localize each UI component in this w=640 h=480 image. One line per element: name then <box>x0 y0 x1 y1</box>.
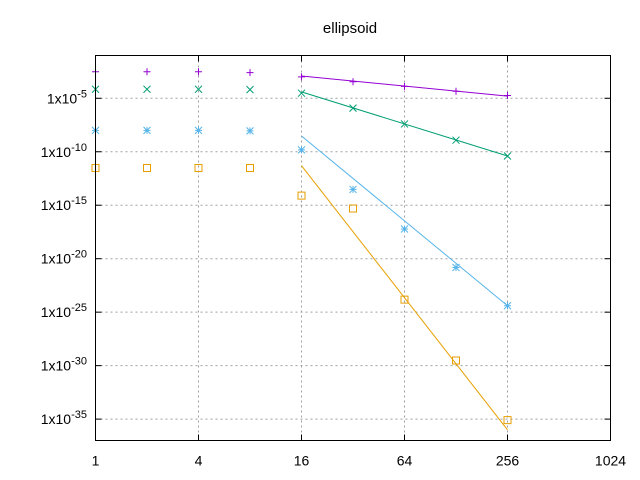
data-point-series-2 <box>143 85 151 94</box>
data-point-series-2 <box>503 152 512 160</box>
data-point-series-4 <box>503 416 512 425</box>
data-point-series-1 <box>298 73 305 81</box>
x-tick-label: 4 <box>195 453 203 469</box>
tick-labels: 1 4 16 64 256 1024 1x10-5 1x10-10 1x10-15 1x10-20… <box>41 88 627 468</box>
data-point-series-2 <box>194 85 203 94</box>
x-tick-label: 64 <box>397 453 413 469</box>
data-point-series-4 <box>143 164 151 173</box>
data-point-series-4 <box>246 164 254 173</box>
data-point-series-2 <box>349 104 357 112</box>
y-tick-label: 1x10-30 <box>41 356 87 374</box>
fit-line-series-4 <box>301 165 508 431</box>
x-tick-label: 256 <box>496 453 520 469</box>
data-point-series-2 <box>400 120 409 128</box>
x-tick-label: 1 <box>92 453 100 469</box>
data-point-series-3 <box>246 126 254 135</box>
y-tick-label: 1x10-20 <box>41 249 87 267</box>
data-point-series-4 <box>91 164 100 173</box>
data-point-series-1 <box>246 69 254 77</box>
data-point-series-1 <box>504 92 511 100</box>
y-tick-label: 1x10-5 <box>47 88 87 106</box>
data-point-series-2 <box>297 89 306 98</box>
plot-frame <box>95 55 611 441</box>
data-point-series-3 <box>400 225 409 233</box>
y-tick-label: 1x10-10 <box>41 142 87 160</box>
data-point-series-4 <box>452 356 460 365</box>
data-point-series-3 <box>349 185 357 194</box>
axis-ticks <box>95 55 611 441</box>
data-point-series-4 <box>349 204 357 213</box>
data-point-series-1 <box>195 68 202 76</box>
data-point-series-1 <box>349 78 357 86</box>
chart-title: ellipsoid <box>323 20 377 37</box>
fit-line-series-3 <box>301 135 508 307</box>
grid-lines <box>95 55 611 441</box>
data-point-series-3 <box>452 263 460 272</box>
data-point-series-1 <box>143 68 151 76</box>
data-point-series-3 <box>194 126 203 135</box>
y-tick-label: 1x10-15 <box>41 195 87 213</box>
data-point-series-1 <box>452 87 460 95</box>
data-point-series-3 <box>503 301 512 310</box>
y-tick-label: 1x10-35 <box>41 409 87 427</box>
data-points <box>91 68 512 425</box>
data-point-series-3 <box>143 126 151 135</box>
data-point-series-4 <box>297 191 306 200</box>
data-point-series-4 <box>194 164 203 173</box>
data-point-series-3 <box>297 146 306 154</box>
data-point-series-2 <box>246 85 254 94</box>
data-point-series-1 <box>401 82 408 90</box>
data-point-series-4 <box>400 295 409 304</box>
x-tick-label: 16 <box>294 453 310 469</box>
y-tick-label: 1x10-25 <box>41 302 87 320</box>
data-point-series-2 <box>452 136 460 145</box>
x-tick-label: 1024 <box>595 453 626 469</box>
